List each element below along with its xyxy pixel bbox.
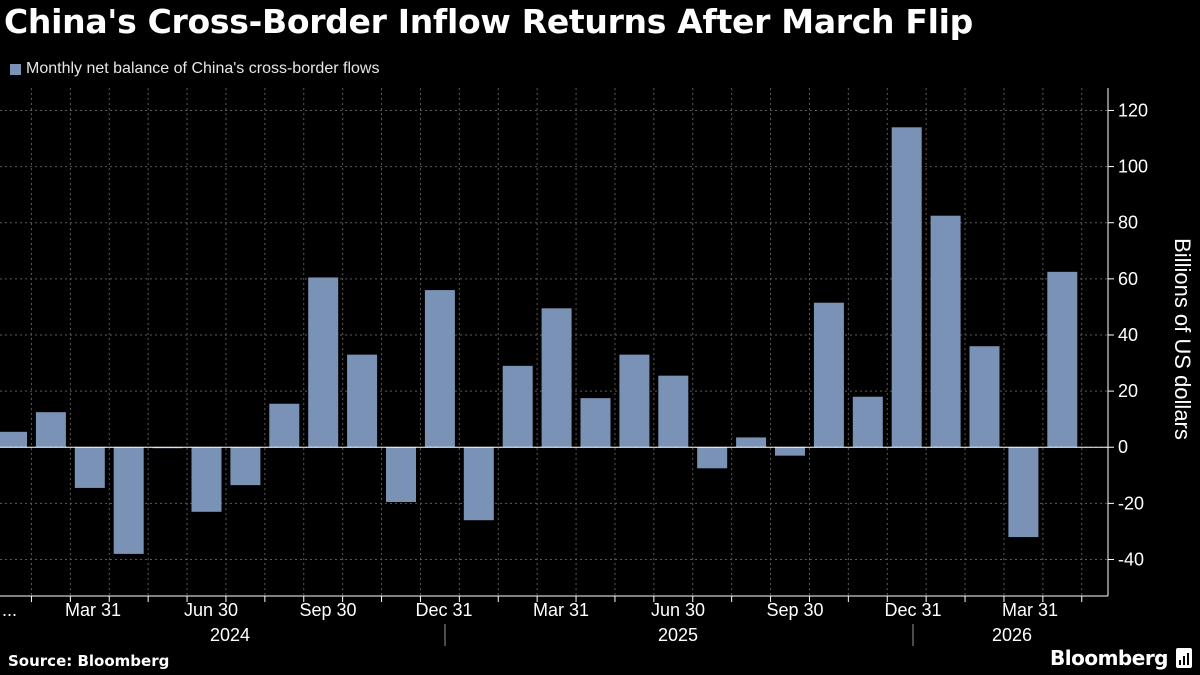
y-tick-label: 100 — [1118, 157, 1148, 177]
y-tick-label: 0 — [1118, 437, 1128, 457]
bar — [191, 447, 222, 512]
bar — [813, 302, 844, 448]
bar — [891, 127, 922, 448]
y-tick-label: 120 — [1118, 100, 1148, 120]
y-tick-label: 20 — [1118, 381, 1138, 401]
legend-label: Monthly net balance of China's cross-bor… — [26, 60, 380, 77]
bar — [463, 447, 494, 521]
bar — [502, 365, 533, 448]
bar — [308, 277, 339, 448]
bar — [74, 447, 105, 488]
bar — [269, 403, 300, 448]
year-label: 2024 — [210, 625, 250, 645]
bar — [930, 215, 961, 448]
x-tick-label: Dec 31 — [415, 600, 472, 620]
bar — [541, 308, 572, 448]
bar — [347, 354, 378, 448]
legend: Monthly net balance of China's cross-bor… — [10, 60, 379, 78]
x-tick-label: Sep 30 — [766, 600, 823, 620]
y-axis-label: Billions of US dollars — [1170, 238, 1195, 440]
bar — [969, 346, 1000, 448]
source-note: Source: Bloomberg — [8, 652, 170, 670]
bar — [852, 396, 883, 448]
bar — [619, 354, 650, 448]
bar — [775, 447, 805, 456]
bar — [736, 437, 767, 448]
y-tick-label: 40 — [1118, 325, 1138, 345]
y-tick-label: 60 — [1118, 269, 1138, 289]
x-tick-label: Dec 31 — [884, 600, 941, 620]
bar — [1008, 447, 1039, 538]
x-tick-label: Sep 30 — [299, 600, 356, 620]
brand-text: Bloomberg — [1050, 646, 1168, 670]
x-tick-label: Mar 31 — [65, 600, 121, 620]
x-tick-label: Jun 30 — [184, 600, 238, 620]
chart-title: China's Cross-Border Inflow Returns Afte… — [4, 2, 974, 41]
bar — [386, 447, 416, 502]
x-tick-label: ... — [2, 600, 17, 620]
y-tick-label: -40 — [1118, 550, 1144, 570]
bloomberg-logo: Bloomberg — [1050, 646, 1192, 670]
x-tick-label: Mar 31 — [533, 600, 589, 620]
x-tick-label: Jun 30 — [651, 600, 705, 620]
bar — [113, 447, 144, 554]
bar — [580, 398, 611, 448]
bar — [658, 375, 689, 448]
legend-swatch — [10, 63, 21, 75]
y-tick-label: -20 — [1118, 493, 1144, 513]
bar — [424, 290, 455, 448]
bar — [697, 447, 728, 469]
year-label: 2025 — [658, 625, 698, 645]
x-tick-label: Mar 31 — [1002, 600, 1058, 620]
bar — [230, 447, 261, 486]
bar — [0, 431, 27, 448]
bar — [35, 412, 66, 448]
year-label: 2026 — [992, 625, 1032, 645]
bar — [1047, 271, 1078, 448]
y-tick-label: 80 — [1118, 213, 1138, 233]
bloomberg-terminal-icon — [1176, 648, 1192, 668]
